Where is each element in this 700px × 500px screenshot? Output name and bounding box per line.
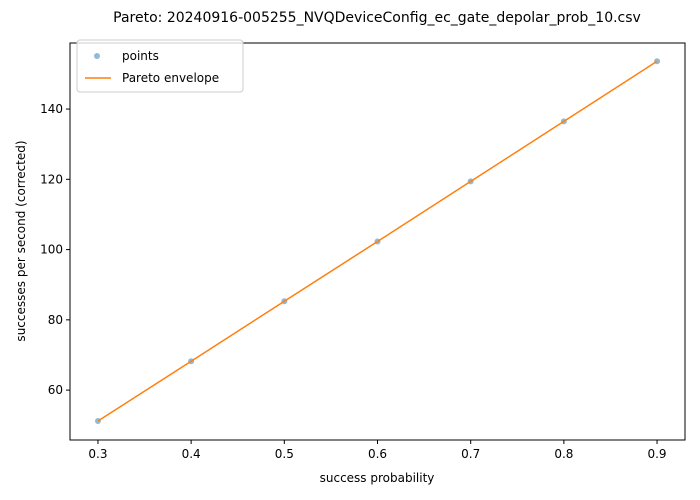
y-tick-label: 120 <box>40 172 63 186</box>
x-axis: 0.3 0.4 0.5 0.6 0.7 0.8 0.9 <box>88 440 667 461</box>
y-tick-label: 60 <box>48 383 63 397</box>
x-tick-label: 0.7 <box>461 447 480 461</box>
x-tick-label: 0.5 <box>275 447 294 461</box>
legend: points Pareto envelope <box>76 39 244 93</box>
y-tick-label: 140 <box>40 102 63 116</box>
x-tick-label: 0.3 <box>88 447 107 461</box>
y-axis: 60 80 100 120 140 <box>40 102 70 397</box>
legend-label-pareto: Pareto envelope <box>122 71 219 85</box>
x-axis-label: success probability <box>320 471 435 485</box>
x-tick-label: 0.8 <box>554 447 573 461</box>
x-tick-label: 0.4 <box>182 447 201 461</box>
y-tick-label: 100 <box>40 243 63 257</box>
plot-area <box>94 58 661 425</box>
chart-title: Pareto: 20240916-005255_NVQDeviceConfig_… <box>113 10 641 26</box>
y-axis-label: successes per second (corrected) <box>14 140 28 341</box>
y-tick-label: 80 <box>48 313 63 327</box>
legend-label-points: points <box>122 49 159 63</box>
legend-box <box>76 39 244 93</box>
legend-marker-points <box>94 53 100 59</box>
pareto-envelope-line <box>97 60 658 422</box>
x-tick-label: 0.6 <box>368 447 387 461</box>
x-tick-label: 0.9 <box>647 447 666 461</box>
